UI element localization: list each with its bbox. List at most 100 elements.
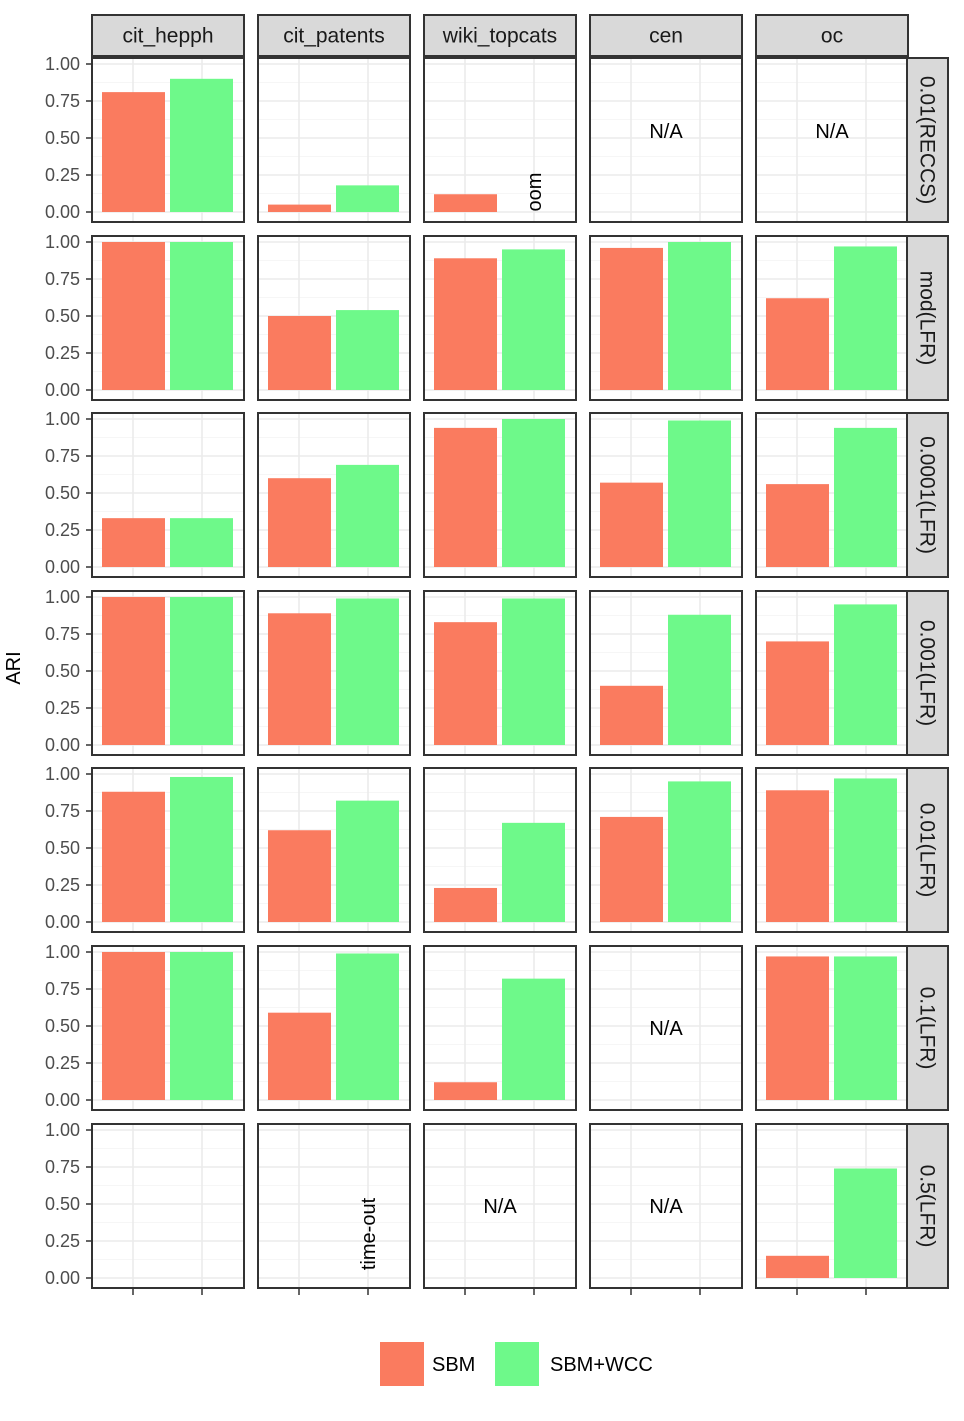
panel-note-6-2: N/A [483,1196,517,1218]
column-strip-3 [589,14,743,57]
panel-border-3-2 [423,590,577,756]
panel-border-0-0 [91,57,245,223]
bar-sbm-wcc-1-1 [336,310,399,390]
bar-sbm-wcc-3-2 [502,598,565,745]
panel-border-5-2 [423,945,577,1111]
y-tick-label-5-0: 0.00 [45,1090,80,1110]
row-strip-4 [906,767,949,933]
bar-sbm-2-4 [766,484,829,567]
facet-strips: cit_hepph cit_patents wiki_topcats cen oc 0.0… [91,14,949,1289]
bar-sbm-wcc-5-0 [170,952,233,1100]
bar-sbm-wcc-6-4 [834,1168,897,1278]
panel-note-0-4: N/A [815,121,849,143]
row-strip-label-5: 0.1(LFR) [916,987,939,1070]
bar-sbm-wcc-1-2 [502,249,565,390]
y-tick-label-0-3: 0.75 [45,91,80,111]
panel-note-6-1: time-out [358,1197,380,1270]
column-strip-2 [423,14,577,57]
panel-border-3-1 [257,590,411,756]
panels-layer: oom N/A N/A N/A time-out N/A N/A [91,57,909,1289]
bar-sbm-wcc-2-2 [502,419,565,567]
panel-border-1-3 [589,235,743,401]
column-strip-4 [755,14,909,57]
bar-sbm-5-2 [434,1082,497,1100]
row-strip-5 [906,945,949,1111]
bar-sbm-wcc-4-3 [668,781,731,922]
bar-sbm-wcc-2-4 [834,427,897,567]
bar-sbm-3-1 [268,613,331,745]
panel-note-6-3: N/A [649,1196,683,1218]
column-strip-1 [257,14,411,57]
y-tick-label-3-1: 0.25 [45,698,80,718]
bar-sbm-0-2 [434,194,497,212]
bar-sbm-wcc-3-0 [170,597,233,745]
y-tick-label-2-0: 0.00 [45,557,80,577]
column-strip-0 [91,14,245,57]
panel-border-5-1 [257,945,411,1111]
y-axis-title: ARI [3,651,25,684]
bar-sbm-wcc-5-4 [834,956,897,1100]
panel-bg-6-3 [590,1124,742,1288]
y-tick-label-5-3: 0.75 [45,979,80,999]
row-strip-3 [906,590,949,756]
y-tick-label-2-1: 0.25 [45,520,80,540]
bar-sbm-5-1 [268,1012,331,1100]
bar-sbm-wcc-1-0 [170,242,233,390]
panel-border-0-3 [589,57,743,223]
y-tick-label-5-2: 0.50 [45,1016,80,1036]
y-axis: 0.00 0.25 0.50 0.75 1.00 0.00 0.25 0.50 0.75 1.00… [45,54,92,1288]
bar-sbm-wcc-5-2 [502,978,565,1100]
bar-sbm-1-0 [102,242,165,390]
bar-sbm-5-4 [766,956,829,1100]
bar-sbm-wcc-4-4 [834,778,897,922]
bar-sbm-1-1 [268,316,331,390]
row-strip-0 [906,57,949,223]
bar-sbm-3-3 [600,685,663,745]
panel-border-1-0 [91,235,245,401]
panel-note-0-2: oom [524,173,546,212]
bar-sbm-3-2 [434,622,497,745]
y-tick-label-5-1: 0.25 [45,1053,80,1073]
panel-border-2-1 [257,412,411,578]
y-tick-label-6-1: 0.25 [45,1231,80,1251]
y-tick-label-2-3: 0.75 [45,446,80,466]
bar-sbm-1-4 [766,298,829,390]
y-tick-label-1-1: 0.25 [45,343,80,363]
bar-sbm-3-0 [102,597,165,745]
bar-sbm-5-0 [102,952,165,1100]
panel-border-1-2 [423,235,577,401]
y-tick-label-0-0: 0.00 [45,202,80,222]
legend-label-0: SBM [432,1354,475,1376]
y-tick-label-3-0: 0.00 [45,735,80,755]
panel-border-4-1 [257,767,411,933]
bar-sbm-6-4 [766,1255,829,1278]
panel-bg-6-0 [92,1124,244,1288]
panel-bg-6-1 [258,1124,410,1288]
bar-sbm-wcc-3-1 [336,598,399,745]
bar-sbm-wcc-2-3 [668,420,731,567]
panel-border-2-3 [589,412,743,578]
panel-bg-0-3 [590,58,742,222]
y-tick-label-4-0: 0.00 [45,912,80,932]
bar-sbm-4-2 [434,887,497,922]
row-strip-label-4: 0.01(LFR) [916,803,939,898]
row-strip-2 [906,412,949,578]
y-tick-label-5-4: 1.00 [45,942,80,962]
y-tick-label-4-4: 1.00 [45,764,80,784]
bar-sbm-4-4 [766,790,829,922]
y-tick-label-6-4: 1.00 [45,1120,80,1140]
y-tick-label-4-2: 0.50 [45,838,80,858]
panel-border-5-3 [589,945,743,1111]
panel-border-6-0 [91,1123,245,1289]
row-strip-1 [906,235,949,401]
bar-sbm-4-1 [268,830,331,922]
legend: SBM SBM+WCC [380,1342,653,1386]
panel-border-4-3 [589,767,743,933]
bar-sbm-0-1 [268,204,331,212]
bar-sbm-wcc-0-0 [170,78,233,212]
bar-sbm-wcc-5-1 [336,953,399,1100]
panel-bg-0-4 [756,58,908,222]
y-tick-label-6-3: 0.75 [45,1157,80,1177]
panel-note-5-3: N/A [649,1018,683,1040]
bar-sbm-wcc-2-1 [336,464,399,567]
